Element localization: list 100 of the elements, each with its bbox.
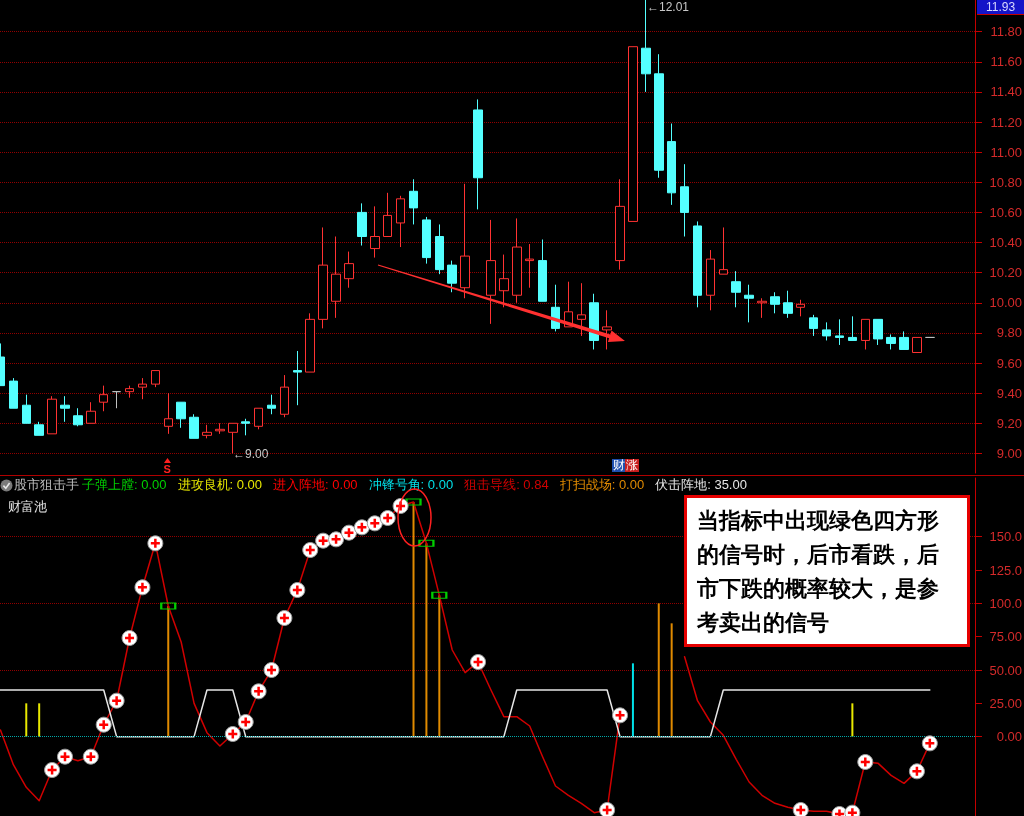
candlestick — [628, 46, 638, 222]
candlestick — [383, 192, 392, 237]
y-tick-label: 150.0 — [989, 529, 1022, 545]
candlestick — [86, 401, 96, 424]
candlestick — [125, 385, 134, 399]
candlestick — [73, 407, 83, 427]
candlestick — [280, 374, 289, 418]
candlestick — [318, 226, 328, 329]
candlestick — [9, 377, 18, 409]
y-tick-label: 9.00 — [996, 445, 1022, 461]
candlestick — [60, 395, 70, 423]
candlestick — [796, 299, 805, 317]
candlestick — [164, 392, 173, 435]
candlestick — [215, 422, 225, 435]
candlestick — [835, 318, 844, 346]
bar — [25, 703, 28, 737]
candlestick — [641, 0, 651, 93]
candlestick — [719, 226, 728, 275]
annotation: 涨 — [625, 458, 639, 472]
bar — [38, 703, 41, 737]
y-tick-label: 9.20 — [996, 415, 1022, 431]
candlestick — [602, 309, 612, 350]
text: 打扫战场: 0.00 — [559, 477, 645, 493]
bar — [412, 502, 415, 737]
text: 11.93 — [977, 0, 1024, 15]
candlestick — [241, 418, 250, 436]
candlestick — [99, 385, 108, 412]
candlestick — [680, 163, 689, 237]
candlestick — [706, 249, 715, 311]
candlestick — [112, 391, 121, 409]
text: 进入阵地: 0.00 — [273, 477, 358, 493]
candlestick — [654, 53, 664, 179]
candlestick — [822, 321, 831, 341]
y-tick-label: 11.60 — [990, 54, 1022, 70]
candlestick — [615, 178, 625, 271]
point — [834, 809, 844, 816]
y-tick-label: 10.00 — [989, 295, 1022, 311]
candlestick — [189, 413, 199, 439]
bar — [167, 606, 170, 737]
bar — [631, 663, 634, 737]
candlestick — [267, 394, 276, 415]
candlestick — [357, 202, 367, 247]
y-tick-label: 50.00 — [989, 662, 1022, 678]
annotation: ←9.00 — [233, 447, 269, 461]
bar — [438, 595, 441, 737]
candlestick — [525, 243, 534, 289]
candlestick — [305, 312, 315, 373]
candlestick — [138, 377, 147, 400]
candlestick — [293, 350, 302, 406]
candlestick — [370, 205, 380, 259]
bar — [851, 703, 854, 737]
bar — [670, 623, 673, 737]
candlestick — [538, 239, 547, 302]
candlestick — [848, 315, 857, 341]
text: 冲锋号角: 0.00 — [368, 477, 454, 493]
candlestick — [34, 421, 44, 436]
y-tick-label: 9.40 — [996, 385, 1022, 401]
candlestick — [499, 254, 509, 308]
y-tick-label: 25.00 — [989, 695, 1022, 711]
text: 子弹上膛: 0.00 — [82, 477, 167, 493]
candlestick — [396, 195, 405, 248]
candlestick — [176, 401, 186, 429]
candlestick — [861, 318, 870, 350]
y-tick-label: 9.60 — [996, 355, 1022, 371]
y-tick-label: 10.20 — [989, 265, 1022, 281]
candlestick — [331, 236, 341, 319]
text: 财富池 — [8, 499, 47, 515]
candlestick — [886, 333, 896, 350]
text: 进攻良机: 0.00 — [177, 477, 263, 493]
candlestick — [254, 407, 263, 430]
candlestick — [422, 216, 431, 265]
y-tick-label: 11.80 — [990, 24, 1022, 40]
candlestick — [447, 260, 457, 293]
annotation: ←12.01 — [647, 0, 690, 14]
candlestick — [899, 330, 909, 350]
candlestick — [460, 183, 470, 299]
y-tick-label: 100.0 — [989, 595, 1022, 611]
text: 狙击导线: 0.84 — [464, 477, 549, 493]
candlestick — [693, 220, 702, 308]
annotation: 当指标中出现绿色四方形的信号时，后市看跌，后市下跌的概率较大，是参考卖出的信号 — [684, 495, 970, 647]
candlestick — [912, 336, 922, 353]
y-tick-label: 11.00 — [990, 144, 1022, 160]
candlestick — [770, 291, 780, 314]
y-tick-label: 10.80 — [989, 174, 1022, 190]
bar — [657, 603, 660, 737]
candlestick — [512, 217, 522, 304]
candlestick — [409, 178, 418, 225]
text: 伏击阵地: 35.00 — [655, 477, 747, 493]
y-tick-label: 11.40 — [990, 84, 1022, 100]
candlestick — [435, 223, 444, 275]
candlestick — [202, 424, 212, 439]
y-tick-label: 11.20 — [990, 114, 1022, 130]
annotation: 财 — [612, 458, 626, 472]
candlestick — [667, 123, 676, 206]
candlestick — [577, 282, 586, 337]
candlestick — [731, 270, 741, 308]
candlestick — [151, 370, 160, 388]
candlestick — [486, 219, 496, 325]
candlestick — [473, 98, 483, 210]
bar — [425, 543, 428, 737]
